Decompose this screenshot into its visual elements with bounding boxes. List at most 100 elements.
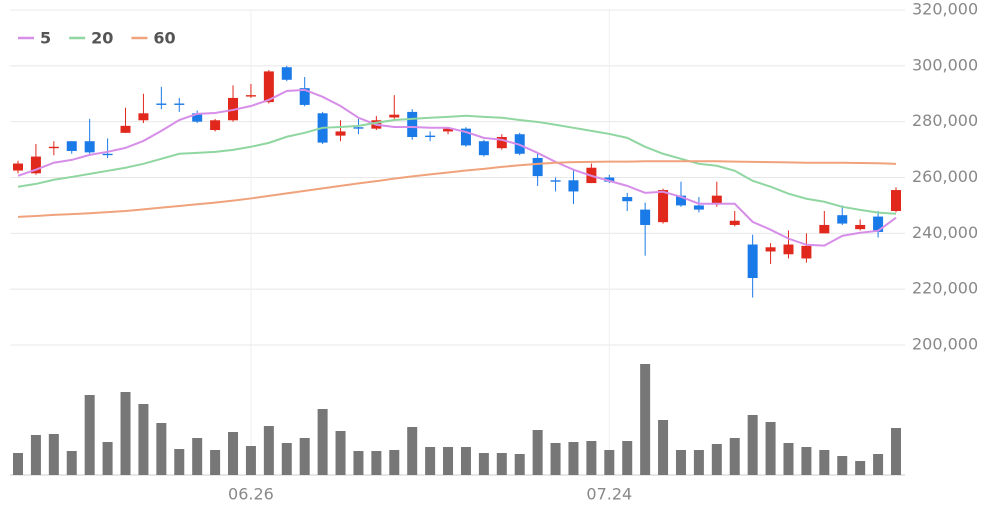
volume-bar	[658, 420, 669, 475]
volume-bar	[568, 442, 579, 475]
candle-body	[443, 128, 454, 132]
volume-bar	[765, 422, 776, 475]
volume-bar	[263, 426, 274, 475]
volume-bar	[873, 454, 884, 475]
volume-bar	[729, 438, 740, 475]
volume-bar	[389, 450, 400, 475]
volume-bar	[425, 447, 436, 475]
volume-bar	[30, 435, 41, 475]
volume-bar	[496, 453, 507, 475]
candle-body	[84, 141, 95, 153]
y-tick-label: 200,000	[912, 335, 978, 354]
volume-bar	[299, 438, 310, 475]
candle-body	[48, 146, 59, 149]
volume-bar	[66, 451, 77, 475]
candle-body	[245, 95, 256, 97]
candle-body	[389, 114, 400, 118]
volume-bar	[675, 450, 686, 475]
candle-body	[747, 244, 758, 278]
y-tick-label: 280,000	[912, 111, 978, 130]
candle-body	[550, 180, 561, 182]
candle-body	[675, 195, 686, 206]
volume-bar	[245, 446, 256, 475]
candle-body	[335, 131, 346, 136]
ma-line	[17, 160, 897, 218]
candle-body	[604, 177, 615, 182]
volume-bar	[335, 431, 346, 475]
volume-bar	[550, 443, 561, 475]
y-tick-label: 320,000	[912, 0, 978, 19]
candle-body	[568, 180, 579, 192]
candle-body	[873, 216, 884, 232]
volume-bar	[604, 450, 615, 475]
volume-bar	[443, 447, 454, 475]
candle-body	[156, 103, 167, 105]
volume-bar	[711, 444, 722, 475]
volume-bar	[317, 409, 328, 475]
y-tick-label: 260,000	[912, 167, 978, 186]
candle-body	[622, 197, 633, 202]
y-tick-label: 300,000	[912, 55, 978, 74]
candle-body	[496, 137, 507, 149]
candle-body	[263, 71, 274, 103]
volume-bar	[156, 423, 167, 475]
candle-body	[801, 245, 812, 259]
candle-body	[425, 135, 436, 138]
y-tick-label: 240,000	[912, 223, 978, 242]
volume-bar	[586, 441, 597, 475]
volume-bar	[783, 443, 794, 475]
candle-body	[120, 125, 131, 133]
volume-bar	[622, 441, 633, 475]
volume-bar	[478, 453, 489, 475]
volume-bar	[640, 364, 651, 475]
candle-body	[66, 141, 77, 151]
volume-bar	[855, 461, 866, 475]
candle-body	[640, 209, 651, 225]
candle-body	[478, 141, 489, 156]
volume-bar	[353, 451, 364, 475]
candle-body	[460, 128, 471, 146]
ma-line	[17, 88, 897, 247]
candle-body	[192, 113, 203, 122]
volume-bar	[837, 456, 848, 475]
legend-label: 60	[153, 29, 175, 48]
ma-line	[17, 114, 897, 215]
candle-body	[174, 103, 185, 105]
volume-bar	[102, 442, 113, 475]
candle-body	[30, 156, 41, 174]
volume-bar	[514, 454, 525, 475]
candle-body	[532, 157, 543, 177]
volume-bar	[407, 427, 418, 475]
volume-bar	[48, 434, 59, 475]
volume-bar	[281, 443, 292, 475]
candle-body	[891, 190, 901, 211]
volume-bar	[371, 451, 382, 475]
volume-bar	[192, 438, 203, 475]
candle-body	[281, 67, 292, 80]
candle-body	[783, 244, 794, 255]
volume-bar	[747, 415, 758, 475]
y-tick-label: 220,000	[912, 279, 978, 298]
candle-body	[138, 113, 149, 121]
candle-body	[299, 88, 310, 105]
volume-bar	[891, 428, 901, 475]
candle-body	[102, 153, 113, 156]
candle-body	[729, 220, 740, 225]
candle-body	[13, 163, 23, 171]
volume-bar	[693, 450, 704, 475]
candle-body	[765, 247, 776, 252]
volume-bar	[460, 447, 471, 475]
x-tick-label: 07.24	[586, 485, 632, 504]
legend-label: 5	[40, 29, 51, 48]
candle-body	[353, 127, 364, 129]
candle-body	[711, 195, 722, 205]
volume-bar	[801, 447, 812, 475]
volume-bar	[819, 450, 830, 475]
candle-body	[837, 215, 848, 224]
volume-bar	[84, 395, 95, 475]
volume-bar	[138, 404, 149, 475]
volume-bar	[210, 450, 221, 475]
volume-bar	[228, 432, 239, 475]
candle-body	[210, 120, 221, 131]
